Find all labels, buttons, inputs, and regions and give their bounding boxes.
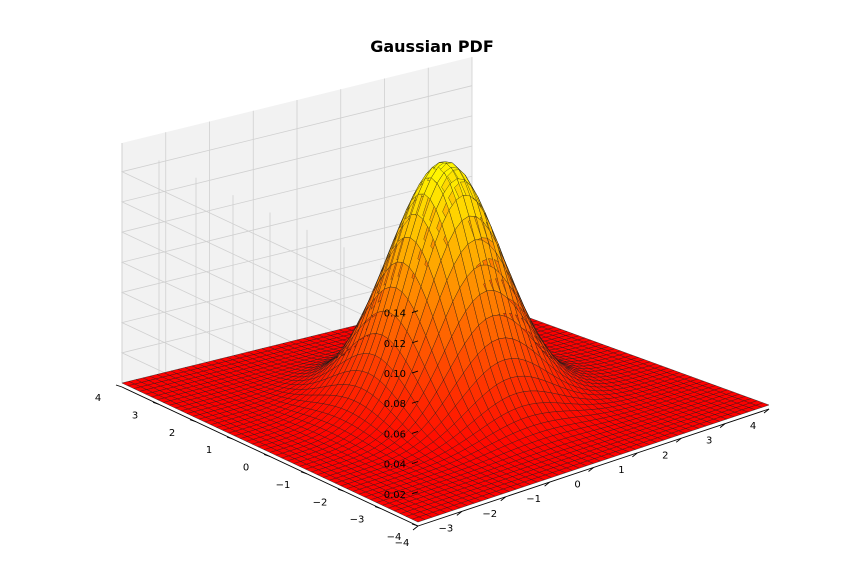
x-tick-mark bbox=[544, 481, 550, 487]
z-tick-mark bbox=[411, 340, 419, 344]
y-tick-mark bbox=[152, 401, 160, 405]
x-tick-mark bbox=[588, 467, 594, 472]
y-tick-label: −3 bbox=[350, 515, 365, 526]
y-tick-mark bbox=[337, 488, 345, 492]
x-tick-label: −1 bbox=[526, 494, 541, 505]
y-tick-label: 1 bbox=[206, 445, 212, 456]
x-tick-label: 0 bbox=[574, 480, 580, 491]
y-tick-label: 2 bbox=[169, 428, 175, 439]
z-tick-label: 0.10 bbox=[384, 369, 406, 380]
z-tick-mark bbox=[411, 370, 419, 374]
x-tick-mark bbox=[632, 452, 638, 458]
x-tick-label: −2 bbox=[482, 509, 497, 520]
surface-face bbox=[755, 402, 770, 408]
y-tick-label: −1 bbox=[276, 480, 291, 491]
z-tick-label: 0.08 bbox=[384, 399, 406, 410]
z-tick-label: 0.04 bbox=[384, 460, 406, 471]
tick-labels: −4 −3 −2 −1 0 1 2 3 4 −4 −3 −2 −1 0 1 2 3 4 0.02 0.04 0.06 0.… bbox=[95, 309, 770, 549]
chart-title: Gaussian PDF bbox=[370, 37, 494, 56]
x-tick-mark bbox=[719, 423, 726, 428]
x-tick-mark bbox=[675, 437, 682, 443]
z-tick-mark bbox=[411, 431, 419, 434]
z-tick-mark bbox=[411, 310, 419, 314]
x-tick-mark bbox=[763, 408, 770, 414]
x-tick-label: 4 bbox=[750, 421, 756, 432]
z-tick-label: 0.02 bbox=[384, 490, 406, 501]
y-tick-mark bbox=[300, 471, 308, 475]
x-tick-label: 3 bbox=[706, 436, 712, 447]
z-tick-mark bbox=[411, 400, 419, 404]
x-tick-label: −4 bbox=[395, 538, 410, 549]
surface-mesh bbox=[121, 161, 770, 523]
y-tick-mark bbox=[226, 436, 234, 440]
y-tick-mark bbox=[115, 384, 123, 388]
gridline-z bbox=[120, 145, 473, 372]
gridline-z bbox=[120, 115, 473, 342]
x-tick-mark bbox=[412, 525, 419, 531]
x-tick-label: 1 bbox=[618, 465, 624, 476]
y-tick-mark bbox=[411, 523, 419, 527]
y-tick-mark bbox=[374, 506, 382, 510]
y-tick-label: −2 bbox=[313, 497, 328, 508]
gridline-z bbox=[120, 85, 473, 312]
y-tick-mark bbox=[263, 454, 271, 457]
y-tick-mark bbox=[189, 419, 197, 423]
y-tick-label: 4 bbox=[95, 393, 101, 404]
y-tick-label: 0 bbox=[243, 463, 249, 474]
z-tick-label: 0.12 bbox=[384, 339, 406, 350]
x-tick-mark bbox=[456, 511, 463, 516]
y-tick-label: −4 bbox=[387, 532, 402, 543]
y-tick-label: 3 bbox=[132, 410, 138, 421]
z-tick-mark bbox=[411, 461, 419, 465]
x-tick-label: 2 bbox=[662, 450, 668, 461]
x-tick-mark bbox=[500, 496, 507, 502]
z-tick-label: 0.14 bbox=[384, 309, 406, 320]
z-tick-label: 0.06 bbox=[384, 429, 406, 440]
x-tick-label: −3 bbox=[439, 523, 454, 534]
z-tick-mark bbox=[411, 491, 419, 495]
